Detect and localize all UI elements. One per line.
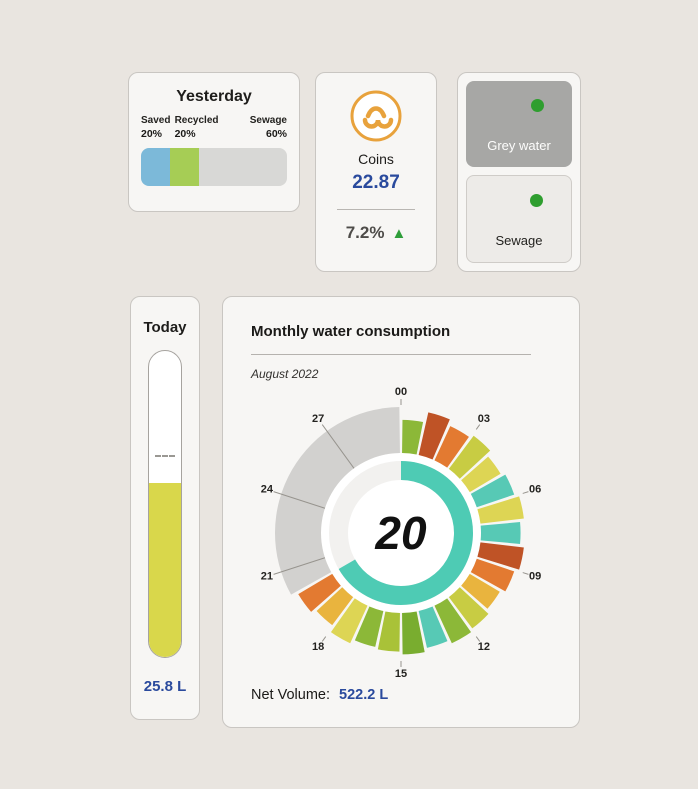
rose-segment-day-7 xyxy=(480,522,521,544)
tick-label-03: 03 xyxy=(478,413,490,425)
rose-segment-day-4 xyxy=(461,456,501,493)
today-title: Today xyxy=(143,319,187,336)
coins-change-row: 7.2% ▲ xyxy=(346,223,407,243)
monthly-title: Monthly water consumption xyxy=(251,323,451,340)
rose-segment-day-16 xyxy=(354,606,384,647)
segment-name: Sewage xyxy=(249,115,287,126)
rose-segment-day-0 xyxy=(402,419,424,455)
rose-segment-day-8 xyxy=(477,542,524,570)
tick-label-09: 09 xyxy=(529,570,541,582)
coins-card: Coins 22.87 7.2% ▲ xyxy=(315,72,437,272)
rose-segment-day-13 xyxy=(418,606,448,648)
tick-label-21: 21 xyxy=(261,570,273,582)
sewage-button[interactable]: Sewage xyxy=(466,175,572,263)
tick-label-00: 00 xyxy=(395,386,407,398)
trend-up-icon: ▲ xyxy=(391,224,407,242)
rose-segment-day-6 xyxy=(477,496,524,524)
coins-pretzel-icon xyxy=(349,89,403,143)
rose-segment-day-11 xyxy=(448,587,489,629)
tick-label-12: 12 xyxy=(478,641,490,653)
today-card: Today 25.8 L xyxy=(130,296,200,720)
coins-value: 22.87 xyxy=(352,172,400,193)
rose-segment-day-5 xyxy=(470,474,515,508)
water-type-card: Grey water Sewage xyxy=(457,72,581,272)
coins-divider xyxy=(337,209,415,210)
rose-segment-day-9 xyxy=(470,558,515,592)
tick-line-03 xyxy=(475,424,481,430)
yesterday-title: Yesterday xyxy=(176,88,252,105)
yesterday-label-recycled: Recycled 20% xyxy=(175,115,219,141)
tick-label-15: 15 xyxy=(395,668,407,680)
yesterday-bar xyxy=(141,148,287,186)
rose-segment-day-19 xyxy=(298,573,341,612)
tick-line-18 xyxy=(321,636,327,642)
tick-line-09 xyxy=(522,572,529,575)
yesterday-label-saved: Saved 20% xyxy=(141,115,170,141)
rose-segment-day-14 xyxy=(402,611,425,655)
rose-segment-day-3 xyxy=(448,435,491,479)
today-level-gauge xyxy=(148,350,182,658)
current-day-label: 20 xyxy=(374,507,427,559)
monthly-period: August 2022 xyxy=(251,367,319,381)
monthly-consumption-card: Monthly water consumption August 2022 20… xyxy=(222,296,580,728)
tick-line-24 xyxy=(273,491,326,509)
rose-segment-day-12 xyxy=(434,598,472,644)
grey-water-button[interactable]: Grey water xyxy=(466,81,572,167)
tick-line-21 xyxy=(273,557,326,575)
yesterday-card: Yesterday Saved 20% Recycled 20% Sewage 60% xyxy=(128,72,300,212)
segment-percent: 60% xyxy=(265,127,287,140)
coins-change-pct: 7.2% xyxy=(345,223,385,242)
coins-title: Coins xyxy=(358,151,394,167)
tick-line-06 xyxy=(522,491,529,494)
segment-percent: 20% xyxy=(141,127,163,140)
net-volume-label: Net Volume: xyxy=(251,687,330,703)
ring-progress xyxy=(338,461,473,605)
today-level-marker xyxy=(155,455,175,458)
yesterday-bar-segment-sewage xyxy=(199,148,287,186)
today-volume-value: 25.8 L xyxy=(143,678,187,695)
rose-segment-day-17 xyxy=(330,598,368,644)
tick-label-18: 18 xyxy=(312,641,324,653)
tick-label-27: 27 xyxy=(312,413,324,425)
grey-water-label: Grey water xyxy=(487,138,551,153)
rose-future-block xyxy=(275,407,400,595)
rose-segment-day-15 xyxy=(377,611,400,652)
yesterday-labels: Saved 20% Recycled 20% Sewage 60% xyxy=(141,115,287,143)
tick-line-12 xyxy=(475,636,481,642)
monthly-rose-chart: 20 00 03 06 09 12 15 18 21 24 27 xyxy=(261,386,541,680)
sewage-label: Sewage xyxy=(495,233,543,248)
tick-label-24: 24 xyxy=(261,483,274,495)
rose-segment-day-10 xyxy=(461,573,500,609)
yesterday-bar-segment-saved xyxy=(141,148,171,186)
yesterday-label-sewage: Sewage 60% xyxy=(250,115,287,141)
tick-label-06: 06 xyxy=(529,483,541,495)
rose-segment-day-1 xyxy=(418,412,450,460)
center-disc xyxy=(351,483,451,583)
tick-line-27 xyxy=(321,424,355,469)
status-dot-icon xyxy=(531,99,544,112)
net-volume-value: 522.2 L xyxy=(339,687,389,703)
rose-segment-day-18 xyxy=(316,587,354,626)
status-dot-icon xyxy=(530,194,543,207)
yesterday-bar-segment-recycled xyxy=(170,148,200,186)
rose-segment-day-2 xyxy=(434,426,469,468)
segment-name: Recycled xyxy=(174,115,219,126)
today-tube-fill xyxy=(149,482,181,657)
net-volume-row: Net Volume: 522.2 L xyxy=(251,687,579,703)
monthly-divider xyxy=(251,354,531,355)
segment-name: Saved xyxy=(141,115,171,126)
segment-percent: 20% xyxy=(174,127,196,140)
